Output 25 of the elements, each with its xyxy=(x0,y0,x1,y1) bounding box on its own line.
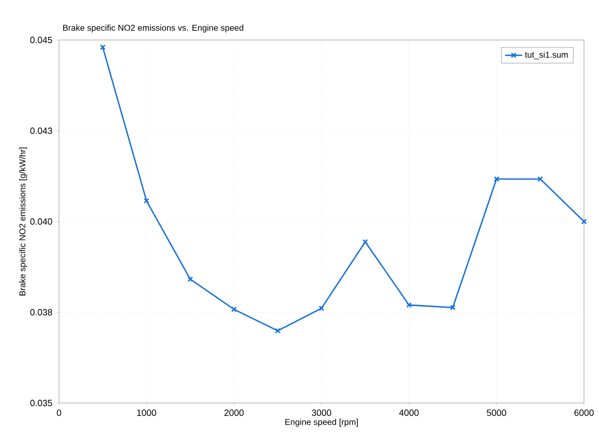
point xyxy=(494,176,500,182)
point xyxy=(318,305,324,312)
y-axis-title: Brake specific NO2 emissions [g/kW/hr] xyxy=(19,147,28,296)
y-tick-label: 0.040 xyxy=(30,218,52,225)
x-tick-label: 0 xyxy=(56,410,62,416)
legend-label: tut_si1.sum xyxy=(524,51,568,60)
point xyxy=(406,302,412,308)
y-tick-label: 0.038 xyxy=(30,309,52,316)
y-tick-label: 0.035 xyxy=(30,400,52,406)
x-tick-label: 4000 xyxy=(399,410,419,416)
x-tick-label: 5000 xyxy=(486,410,506,416)
x-tick-label: 3000 xyxy=(312,410,332,416)
point xyxy=(274,328,281,334)
point xyxy=(537,176,544,182)
point xyxy=(231,306,237,312)
x-tick-label: 2000 xyxy=(224,410,244,416)
x-axis-title: Engine speed [rpm] xyxy=(285,418,358,427)
x-tick-label: 6000 xyxy=(574,410,594,416)
y-tick-label: 0.045 xyxy=(30,36,52,44)
x-tick-label: 1000 xyxy=(137,410,156,416)
point xyxy=(144,198,150,204)
y-tick-label: 0.043 xyxy=(30,128,52,134)
chart-title: Brake specific NO2 emissions vs. Engine speed xyxy=(63,24,244,32)
point xyxy=(187,276,194,282)
point xyxy=(450,304,456,310)
